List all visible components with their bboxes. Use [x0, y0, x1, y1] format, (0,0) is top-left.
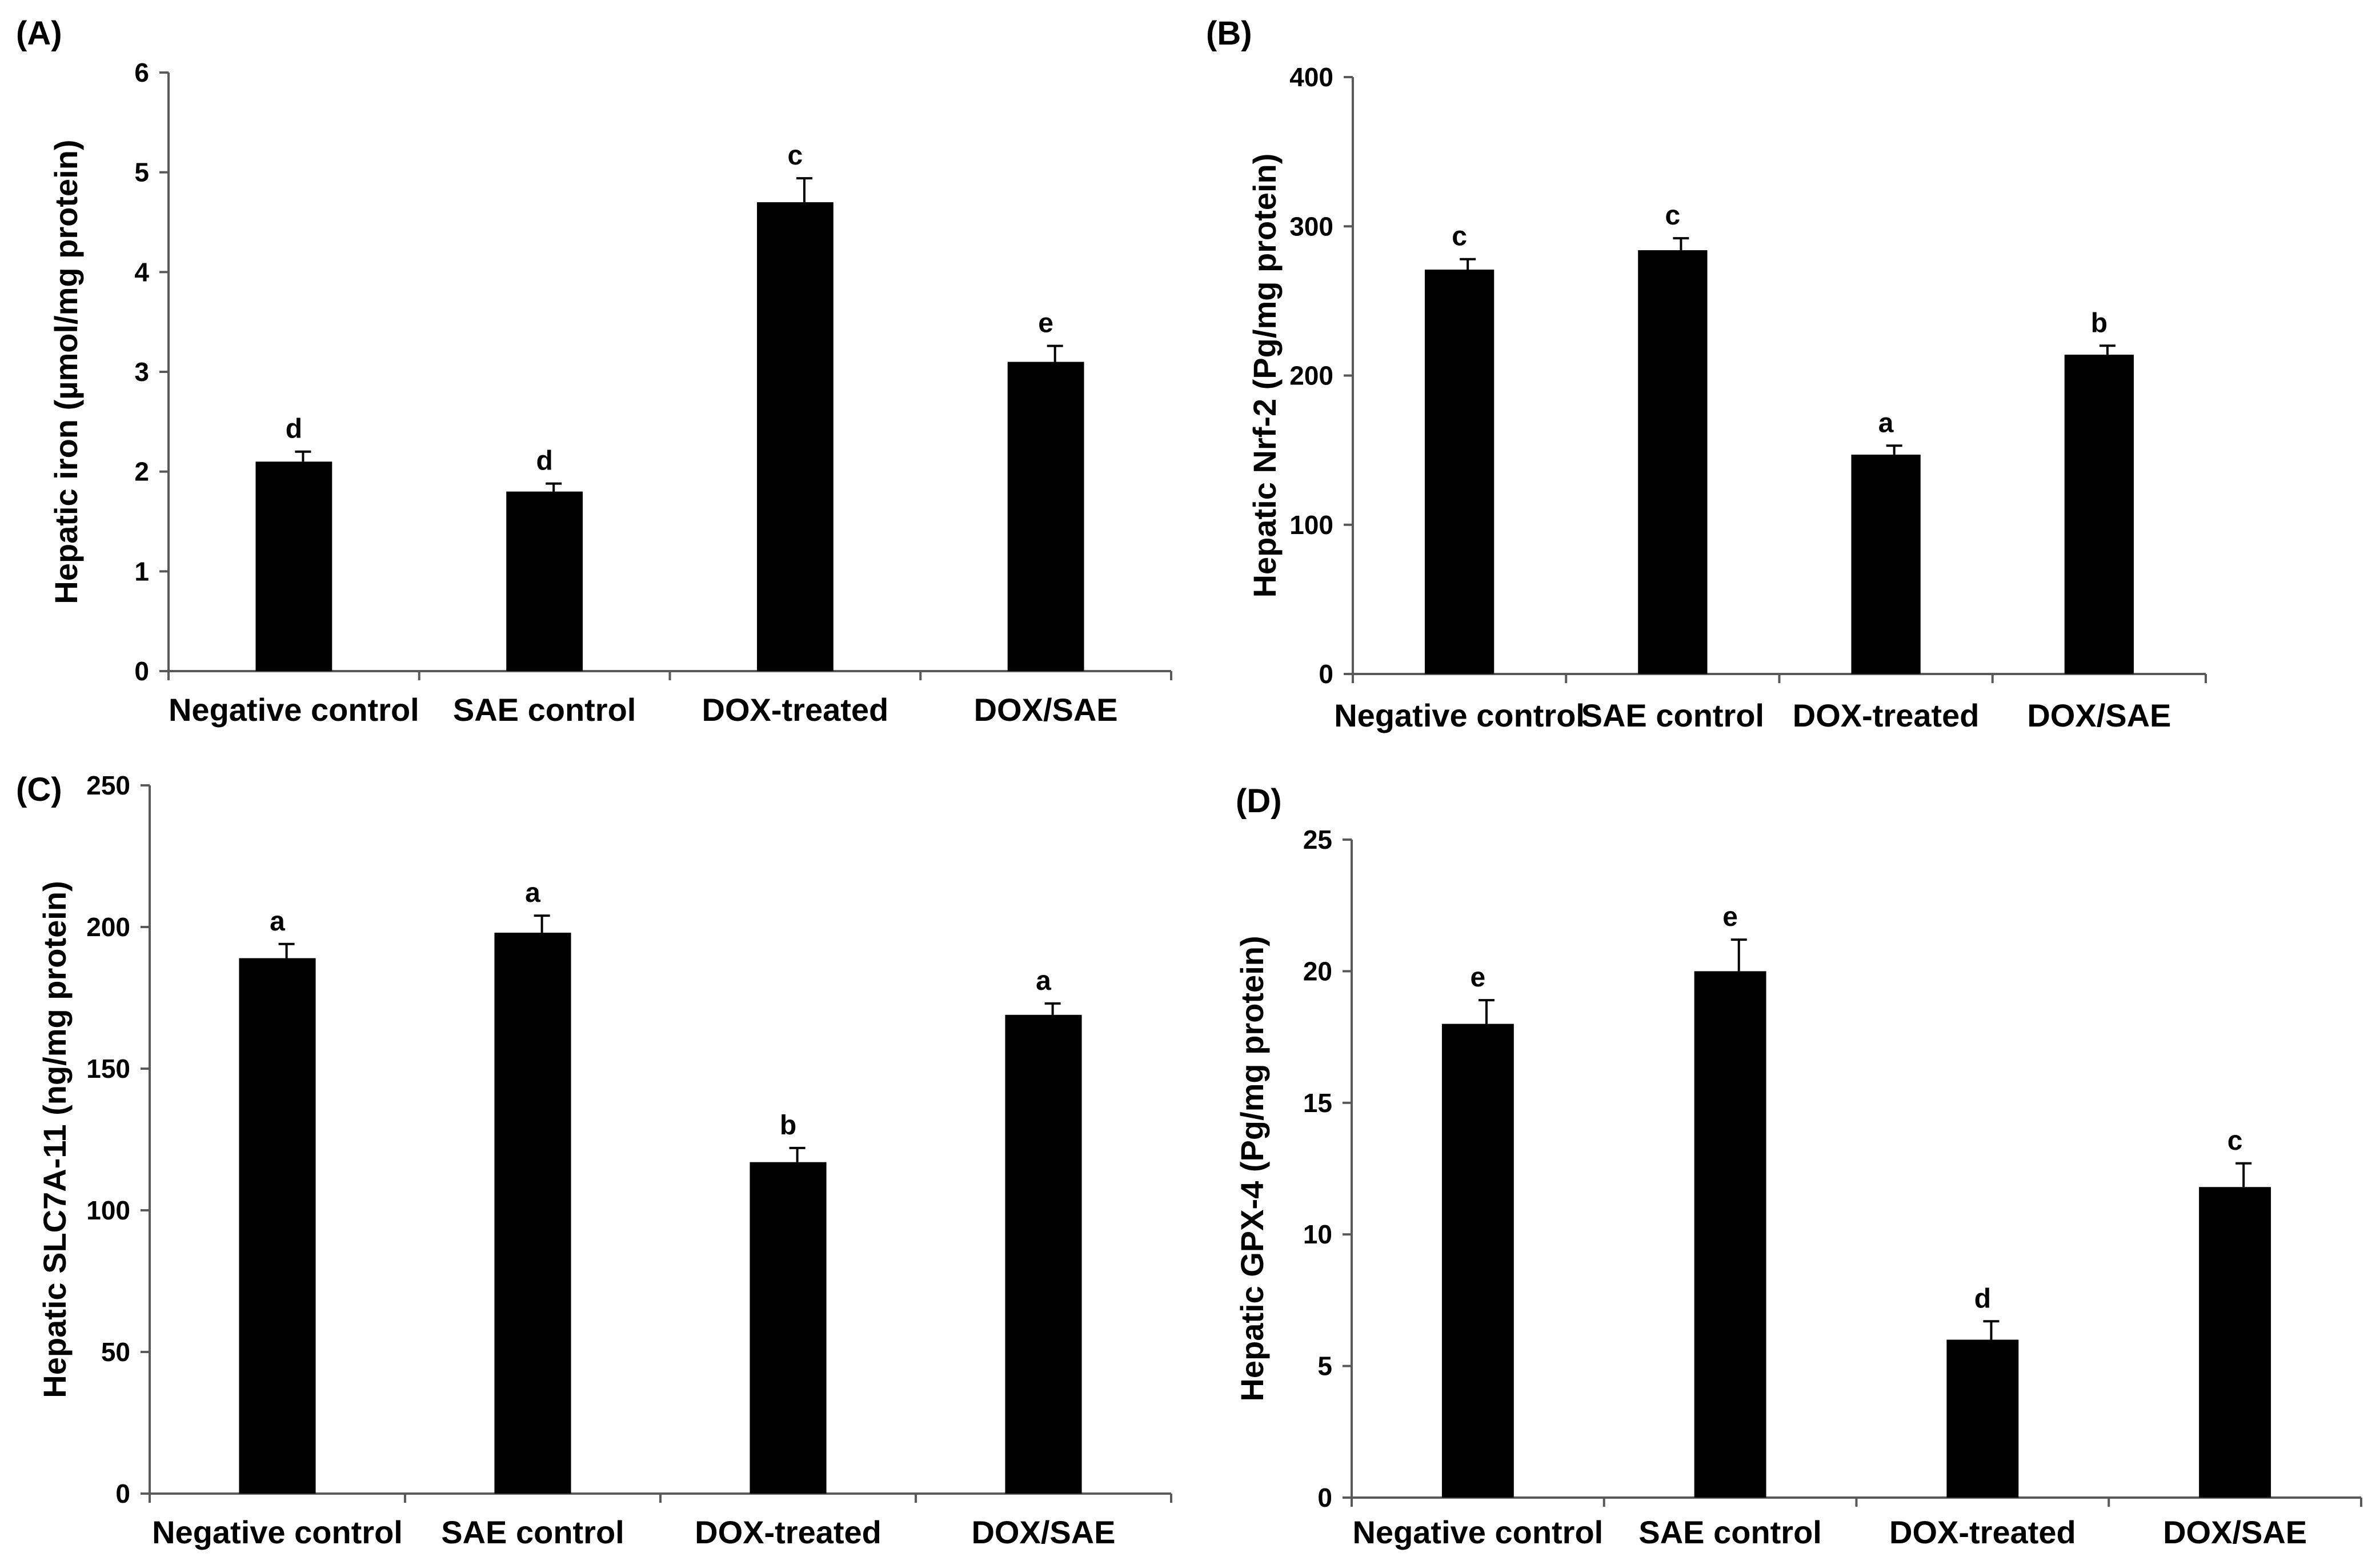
- y-tick-label: 200: [86, 912, 130, 942]
- bar: [506, 491, 583, 671]
- y-tick-label: 0: [115, 1479, 130, 1508]
- y-tick-label: 150: [86, 1054, 130, 1084]
- y-tick-label: 20: [1303, 956, 1332, 986]
- category-label: DOX-treated: [1793, 697, 1980, 733]
- category-label: SAE control: [1581, 697, 1764, 733]
- panel-label: (C): [16, 771, 62, 808]
- category-label: SAE control: [1638, 1514, 1821, 1550]
- y-axis-title: Hepatic iron (µmol/mg protein): [48, 139, 84, 604]
- category-label: DOX/SAE: [974, 692, 1118, 728]
- category-label: DOX-treated: [1889, 1514, 2076, 1550]
- panel-label: (B): [1206, 15, 1252, 52]
- significance-label: e: [1722, 902, 1738, 932]
- bar: [1638, 250, 1708, 674]
- category-label: Negative control: [1334, 697, 1585, 733]
- y-tick-label: 200: [1289, 361, 1333, 391]
- y-tick-label: 100: [86, 1195, 130, 1225]
- significance-label: c: [1665, 200, 1681, 231]
- y-tick-label: 5: [1317, 1351, 1332, 1381]
- panel-label: (A): [16, 15, 62, 52]
- y-tick-label: 0: [134, 656, 149, 686]
- category-label: Negative control: [1352, 1514, 1603, 1550]
- y-tick-label: 250: [86, 771, 130, 800]
- y-tick-label: 100: [1289, 510, 1333, 540]
- bar: [2064, 354, 2134, 674]
- y-tick-label: 0: [1317, 1483, 1332, 1512]
- panel-label: (D): [1236, 783, 1282, 820]
- significance-label: b: [2091, 308, 2107, 338]
- bar: [1441, 1024, 1514, 1498]
- y-axis-title: Hepatic GPX-4 (Pg/mg protein): [1234, 936, 1270, 1401]
- chart-panel-d: (D) Hepatic GPX-4 (Pg/mg protein) 0 5 10 15 20…: [1234, 783, 2362, 1550]
- significance-label: a: [270, 906, 285, 937]
- significance-label: c: [2227, 1126, 2243, 1156]
- y-tick-label: 15: [1303, 1088, 1332, 1118]
- chart-panel-c: (C) Hepatic SLC7A-11 (ng/mg protein) 0 50 10…: [16, 771, 1172, 1550]
- category-label: DOX-treated: [695, 1514, 882, 1550]
- significance-label: a: [1878, 408, 1894, 438]
- category-label: DOX/SAE: [2163, 1514, 2307, 1550]
- y-tick-label: 4: [134, 257, 149, 287]
- category-label: Negative control: [169, 692, 419, 728]
- significance-label: a: [525, 878, 540, 908]
- bar: [2199, 1187, 2271, 1498]
- bar: [1005, 1014, 1082, 1494]
- y-tick-label: 10: [1303, 1219, 1332, 1249]
- y-tick-label: 50: [101, 1337, 130, 1367]
- bar: [1007, 362, 1084, 671]
- category-label: SAE control: [441, 1514, 624, 1550]
- bar: [1424, 270, 1494, 674]
- bar: [239, 958, 316, 1494]
- significance-label: b: [780, 1110, 796, 1141]
- significance-label: c: [1452, 222, 1467, 252]
- chart-panel-a: (A) Hepatic iron (µmol/mg protein) 0 1 2 3 4 5 6…: [16, 15, 1172, 728]
- significance-label: d: [536, 446, 552, 476]
- significance-label: a: [1036, 966, 1051, 996]
- bar: [1946, 1339, 2019, 1498]
- y-axis-title: Hepatic Nrf-2 (Pg/mg protein): [1247, 154, 1283, 598]
- significance-label: d: [286, 414, 302, 444]
- y-tick-label: 3: [134, 357, 149, 387]
- y-tick-label: 400: [1289, 62, 1333, 92]
- y-tick-label: 300: [1289, 211, 1333, 241]
- y-tick-label: 5: [134, 158, 149, 187]
- category-label: Negative control: [152, 1514, 403, 1550]
- significance-label: e: [1471, 962, 1486, 993]
- y-axis-title: Hepatic SLC7A-11 (ng/mg protein): [37, 881, 73, 1398]
- chart-panel-b: (B) Hepatic Nrf-2 (Pg/mg protein) 0 100 200 3…: [1206, 15, 2207, 733]
- bar: [756, 202, 834, 672]
- y-tick-label: 25: [1303, 825, 1332, 854]
- significance-label: c: [788, 141, 803, 171]
- bar: [1851, 454, 1921, 674]
- y-tick-label: 6: [134, 58, 149, 87]
- y-tick-label: 1: [134, 556, 149, 586]
- significance-label: e: [1038, 308, 1053, 339]
- significance-label: d: [1974, 1283, 1991, 1314]
- y-tick-label: 0: [1319, 659, 1333, 689]
- category-label: DOX/SAE: [2027, 697, 2171, 733]
- category-label: DOX/SAE: [971, 1514, 1115, 1550]
- y-tick-label: 2: [134, 457, 149, 487]
- category-label: DOX-treated: [702, 692, 889, 728]
- bar: [1694, 971, 1766, 1498]
- bar: [255, 462, 332, 671]
- bar: [750, 1162, 827, 1494]
- bar: [494, 932, 571, 1494]
- category-label: SAE control: [453, 692, 636, 728]
